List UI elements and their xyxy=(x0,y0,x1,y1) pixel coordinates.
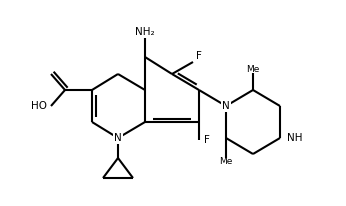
Text: Me: Me xyxy=(219,157,233,166)
Text: HO: HO xyxy=(31,101,47,111)
Text: N: N xyxy=(222,101,230,111)
Text: NH₂: NH₂ xyxy=(135,27,155,37)
Text: F: F xyxy=(196,51,202,61)
Text: Me: Me xyxy=(246,65,260,74)
Text: NH: NH xyxy=(287,133,302,143)
Text: F: F xyxy=(204,135,210,145)
Text: N: N xyxy=(114,133,122,143)
Text: N: N xyxy=(114,133,122,143)
